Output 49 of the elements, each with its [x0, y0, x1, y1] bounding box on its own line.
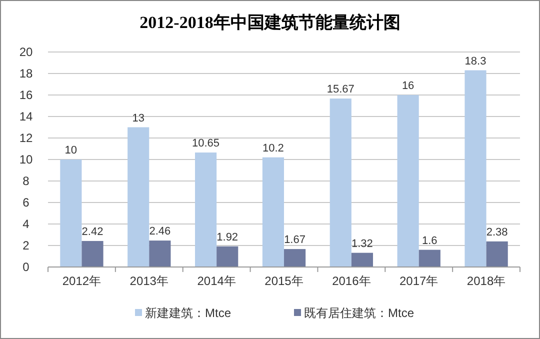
- chart-title: 2012-2018年中国建筑节能量统计图: [140, 13, 400, 32]
- bar: [149, 240, 171, 267]
- bar: [262, 157, 284, 267]
- y-tick-label: 12: [19, 131, 33, 145]
- y-tick-label: 0: [22, 260, 30, 274]
- x-tick-label: 2012年: [62, 274, 102, 288]
- y-tick-label: 18: [19, 66, 33, 80]
- bar: [128, 127, 150, 267]
- y-tick-label: 14: [19, 110, 33, 124]
- data-label: 10.65: [192, 138, 220, 150]
- y-tick-label: 2: [22, 238, 30, 252]
- legend-label: 既有居住建筑：Mtce: [304, 306, 414, 320]
- bar: [330, 98, 352, 267]
- data-label: 2.38: [486, 226, 508, 238]
- data-label: 1.92: [216, 231, 238, 244]
- bar: [284, 249, 306, 267]
- x-tick-label: 2016年: [332, 274, 371, 288]
- data-label: 13: [132, 112, 144, 124]
- bar: [194, 152, 217, 267]
- data-label: 10: [64, 144, 78, 156]
- legend-label: 新建建筑：Mtce: [145, 306, 232, 320]
- bar: [351, 252, 374, 267]
- data-label: 18.3: [464, 55, 486, 68]
- x-tick-label: 2017年: [400, 274, 438, 288]
- data-label: 1.67: [284, 234, 306, 246]
- bar: [464, 70, 486, 267]
- y-tick-label: 16: [19, 88, 33, 102]
- y-tick-label: 4: [22, 217, 30, 231]
- data-label: 2.42: [82, 226, 104, 238]
- y-tick-label: 10: [19, 152, 33, 166]
- bar: [418, 250, 440, 267]
- data-label: 2.46: [149, 226, 171, 238]
- bar: [216, 246, 238, 267]
- data-label: 15.67: [326, 84, 354, 96]
- bar: [60, 160, 82, 267]
- data-label: 16: [402, 80, 414, 92]
- x-tick-label: 2014年: [197, 274, 236, 288]
- x-tick-label: 2018年: [466, 274, 506, 288]
- bar: [82, 240, 104, 267]
- x-tick-label: 2015年: [264, 274, 304, 288]
- data-label: 1.32: [352, 238, 373, 250]
- y-tick-label: 8: [22, 174, 30, 188]
- data-label: 10.2: [262, 142, 284, 154]
- x-tick-label: 2013年: [130, 274, 168, 288]
- y-tick-label: 6: [22, 196, 30, 210]
- y-tick-label: 20: [19, 45, 33, 59]
- bar: [397, 95, 419, 267]
- data-label: 1.6: [422, 234, 438, 247]
- bar: [486, 241, 508, 267]
